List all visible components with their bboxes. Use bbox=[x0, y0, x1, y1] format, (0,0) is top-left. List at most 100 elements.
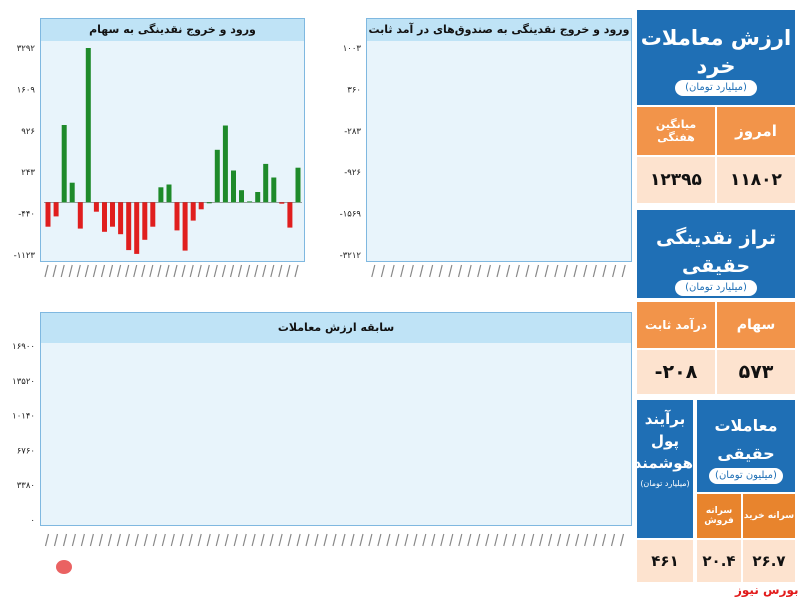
stock-flow-bar bbox=[118, 202, 124, 235]
stock-flow-x-tick bbox=[173, 264, 178, 278]
trading-history-x-tick bbox=[107, 533, 112, 547]
trading-history-x-tick bbox=[467, 533, 472, 547]
trading-history-x-tick bbox=[242, 533, 247, 547]
retail-value-unit: (میلیارد تومان) bbox=[675, 80, 757, 96]
stock-flow-x-tick bbox=[229, 264, 235, 278]
fixed-income-flow-x-tick bbox=[534, 264, 540, 278]
balance-title: تراز نقدینگی حقیقی bbox=[656, 227, 776, 277]
trading-history-x-tick bbox=[512, 533, 517, 547]
fixed-income-flow-x-tick bbox=[506, 264, 511, 278]
trading-history-x-tick bbox=[377, 533, 382, 547]
stock-flow-bar bbox=[45, 202, 51, 227]
fixed-income-flow-x-tick bbox=[390, 264, 395, 278]
stock-flow-x-tick bbox=[197, 264, 202, 278]
fixed-income-flow-x-tick bbox=[573, 264, 578, 278]
stock-flow-bar bbox=[102, 202, 107, 232]
brand-label: بورس نیوز bbox=[735, 583, 799, 597]
real-trades-title: معاملات حقیقی bbox=[714, 416, 778, 463]
smart-money-value: ۴۶۱ bbox=[637, 540, 693, 582]
stock-flow-x-tick bbox=[157, 264, 162, 278]
stock-flow-ytick-label: ۳۲۹۲ bbox=[17, 44, 36, 54]
trading-history-x-tick bbox=[296, 533, 301, 547]
stock-flow-ytick-label: ۱۶۰۹ bbox=[17, 85, 36, 95]
fixed-income-flow-x-tick bbox=[477, 264, 482, 278]
trading-history-chart: سابقه ارزش معاملات bbox=[40, 312, 632, 526]
stock-flow-bar bbox=[206, 202, 212, 204]
stock-flow-x-tick bbox=[286, 264, 291, 278]
stock-flow-chart: ورود و خروج نقدینگی به سهام bbox=[40, 18, 305, 262]
stock-flow-x-tick bbox=[100, 264, 106, 278]
fixed-income-flow-x-tick bbox=[438, 264, 443, 278]
stock-flow-bar bbox=[190, 202, 196, 221]
fixed-income-flow-ytick-label: -۱۵۶۹ bbox=[340, 210, 362, 220]
trading-history-x-tick bbox=[278, 533, 283, 547]
stock-flow-x-tick bbox=[125, 264, 130, 278]
stock-flow-x-tick bbox=[294, 264, 299, 278]
per-capita-sell-value: ۲۰.۴ bbox=[697, 540, 741, 582]
stock-flow-x-tick bbox=[221, 264, 226, 278]
stock-flow-x-tick bbox=[92, 264, 97, 278]
trading-history-x-tick bbox=[368, 533, 373, 547]
trading-history-x-tick bbox=[116, 533, 121, 547]
trading-history-x-tick bbox=[530, 533, 535, 547]
fixed-income-flow-ytick-label: -۲۸۳ bbox=[344, 127, 361, 137]
stock-flow-x-tick bbox=[165, 264, 170, 278]
trading-history-x-tick bbox=[53, 533, 59, 547]
trading-history-ytick-label: ۱۳۵۲۰ bbox=[12, 377, 35, 387]
retail-weekly-header: میانگین هفتگی bbox=[637, 107, 715, 155]
trading-history-x-tick bbox=[251, 533, 256, 547]
trading-history-x-tick bbox=[386, 533, 391, 547]
fixed-income-flow-x-tick bbox=[419, 264, 424, 278]
trading-history-x-tick bbox=[233, 533, 238, 547]
fixed-income-flow-x-tick bbox=[371, 264, 376, 278]
trading-history-x-tick bbox=[197, 533, 202, 547]
stock-flow-x-tick bbox=[181, 264, 186, 278]
fixed-income-flow-x-tick bbox=[592, 264, 597, 278]
real-trades-unit: (میلیون تومان) bbox=[709, 468, 783, 484]
stock-flow-bar bbox=[61, 125, 67, 203]
balance-fixed-header: درآمد ثابت bbox=[637, 302, 715, 348]
stock-flow-x-tick bbox=[262, 264, 267, 278]
retail-weekly-value: ۱۲۳۹۵ bbox=[637, 157, 715, 203]
trading-history-x-tick bbox=[188, 533, 193, 547]
trading-history-x-tick bbox=[323, 533, 328, 547]
retail-today-value: ۱۱۸۰۲ bbox=[717, 157, 795, 203]
stock-flow-bar bbox=[142, 202, 148, 240]
trading-history-x-tick bbox=[350, 533, 355, 547]
trading-history-x-tick bbox=[557, 533, 562, 547]
trading-history-x-tick bbox=[143, 533, 148, 547]
fixed-income-flow-x-tick bbox=[602, 264, 607, 278]
stock-flow-x-tick bbox=[60, 264, 65, 278]
trading-history-x-tick bbox=[494, 533, 499, 547]
trading-history-x-tick bbox=[395, 533, 400, 547]
stock-flow-bar bbox=[214, 149, 220, 203]
trading-history-chart-title: سابقه ارزش معاملات bbox=[41, 313, 631, 343]
stock-flow-x-tick bbox=[213, 264, 218, 278]
trading-history-x-tick bbox=[152, 533, 157, 547]
trading-history-x-tick bbox=[593, 533, 598, 547]
trading-history-x-tick bbox=[341, 533, 346, 547]
fixed-income-flow-x-tick bbox=[525, 264, 530, 278]
trading-history-x-tick bbox=[422, 533, 427, 547]
stock-flow-x-tick bbox=[52, 264, 57, 278]
stock-flow-chart-title: ورود و خروج نقدینگی به سهام bbox=[41, 19, 304, 41]
stock-flow-x-tick bbox=[133, 264, 138, 278]
trading-history-x-tick bbox=[89, 533, 94, 547]
stock-flow-x-tick bbox=[205, 264, 210, 278]
fixed-income-flow-x-tick bbox=[409, 264, 414, 278]
stock-flow-bar bbox=[174, 202, 180, 231]
trading-history-x-tick bbox=[601, 533, 607, 547]
stock-flow-bar bbox=[166, 184, 172, 203]
trading-history-ytick-label: ۰ bbox=[30, 516, 35, 526]
stock-flow-bar bbox=[85, 48, 91, 203]
stock-flow-x-tick bbox=[254, 264, 259, 278]
trading-history-x-tick bbox=[610, 533, 616, 547]
stock-flow-bar bbox=[93, 202, 99, 212]
trading-history-x-tick bbox=[584, 533, 589, 547]
trading-history-ytick-label: ۱۰۱۴۰ bbox=[12, 412, 35, 422]
stock-flow-x-tick bbox=[68, 264, 73, 278]
trading-history-x-tick bbox=[503, 533, 508, 547]
fixed-income-flow-x-tick bbox=[380, 264, 385, 278]
trading-history-x-tick bbox=[224, 533, 229, 547]
fixed-income-flow-x-tick bbox=[515, 264, 520, 278]
